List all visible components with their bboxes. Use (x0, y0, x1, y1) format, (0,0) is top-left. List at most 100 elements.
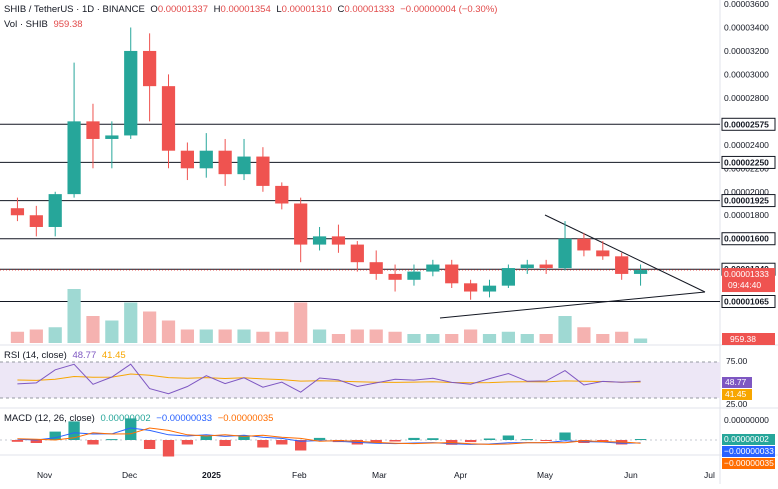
rsi-line (17, 363, 641, 395)
macd-histogram-bar (257, 440, 269, 448)
symbol-title: SHIB / TetherUS · 1D · BINANCE (4, 4, 145, 15)
macd-histogram-bar (87, 440, 99, 445)
ohlc-open: O0.00001337 (150, 4, 209, 15)
macd-legend-hist: 0.00000002 (100, 413, 151, 424)
macd-histogram-bar (427, 438, 439, 440)
candle-body (369, 262, 383, 274)
volume-bar (218, 329, 232, 343)
volume-bar (369, 329, 383, 343)
price-axis-layer: 0.00003600 0.00003400 0.00003200 0.00003000… (37, 0, 776, 480)
volume-bar (633, 338, 648, 343)
level-label-box (721, 194, 776, 208)
volume-bar (199, 329, 213, 343)
candle-body (275, 185, 289, 204)
price-tick-label: 0.00003400 (724, 22, 769, 32)
time-axis-label: May (537, 470, 554, 480)
time-axis-label: Mar (372, 470, 387, 480)
candle-body (29, 215, 43, 227)
macd-histogram-bar (540, 440, 552, 441)
volume-bar (596, 334, 610, 343)
volume-bar (350, 329, 364, 343)
candle-body (124, 50, 138, 136)
candle-body (615, 256, 629, 274)
candle-body (48, 194, 62, 227)
price-tick-label: 0.00003600 (724, 0, 769, 9)
candle-body (67, 121, 81, 195)
macd-histogram-bar (30, 440, 42, 443)
volume-bar (237, 329, 251, 343)
volume-bar (124, 302, 138, 343)
ohlc-low: L0.00001310 (276, 4, 332, 15)
rsi-ma-line (17, 373, 641, 384)
ohlc-close-value: 0.00001333 (344, 4, 395, 15)
rsi-badge-label: 48.77 (725, 377, 747, 387)
candle-body (426, 264, 440, 272)
price-tick-label: 0.00002400 (724, 140, 769, 150)
rsi-legend-name: RSI (14, close) (4, 350, 67, 361)
volume-bar (294, 302, 308, 343)
time-axis-label: Dec (122, 470, 138, 480)
volume-layer (10, 289, 648, 343)
rsi-band (0, 362, 720, 398)
level-label: 0.00001065 (724, 297, 769, 307)
price-tick-label: 0.00003000 (724, 69, 769, 79)
rsi-ma-badge (722, 389, 752, 400)
candle-body (501, 268, 515, 286)
volume-bar (180, 329, 194, 343)
volume-bar (143, 311, 157, 343)
candle-body (218, 150, 232, 175)
macd-histogram-bar (483, 438, 496, 440)
macd-histogram-bar (370, 440, 382, 443)
macd-histogram-bar (68, 421, 80, 440)
triangle-trendlines (439, 214, 706, 319)
macd-signal-badge-label: −0.00000035 (724, 458, 774, 468)
candle-body (237, 156, 251, 175)
candle-body (312, 236, 327, 245)
volume-bar (48, 327, 62, 343)
volume-value: 959.38 (53, 19, 83, 30)
rsi-badge (722, 377, 752, 388)
candles-layer (10, 27, 648, 300)
ascending-trendline (439, 291, 706, 319)
rsi-layer (0, 361, 720, 399)
candle-body (464, 283, 478, 292)
macd-badge (722, 446, 775, 457)
macd-histogram-bar (389, 440, 401, 442)
candle-body (633, 270, 648, 274)
price-tick-label: 0.00001800 (724, 210, 769, 220)
volume-badge (722, 333, 775, 345)
macd-histogram-bar (408, 437, 420, 440)
candle-body (180, 150, 194, 169)
macd-histogram-bar (106, 439, 118, 441)
current-price-badge (722, 268, 775, 293)
ohlc-change: −0.00000004 (−0.30%) (400, 4, 498, 15)
ohlc-open-value: 0.00001337 (157, 4, 209, 15)
candle-body (350, 244, 364, 263)
macd-legend-macd: −0.00000033 (156, 413, 213, 424)
macd-histogram-bar (143, 440, 156, 449)
rsi-tick-label: 25.00 (726, 399, 748, 409)
countdown-label: 09:44:40 (728, 280, 761, 290)
volume-badge-label: 959.38 (730, 334, 756, 344)
macd-line (17, 427, 641, 445)
candle-body (86, 121, 100, 139)
volume-label: Vol · SHIB (4, 19, 48, 30)
macd-histogram-bar (502, 435, 515, 440)
macd-histogram-bar (521, 439, 533, 441)
macd-signal-badge (722, 458, 775, 469)
candle-body (256, 156, 270, 186)
candle-body (199, 150, 213, 169)
volume-bar (445, 334, 459, 343)
macd-histogram-bar (125, 418, 137, 440)
candle-body (445, 264, 459, 284)
volume-bar (256, 331, 270, 343)
candle-body (407, 271, 421, 280)
candle-body (105, 135, 119, 139)
level-label: 0.00002575 (724, 119, 769, 129)
volume-bar (464, 329, 478, 343)
macd-histogram-bar (200, 435, 212, 440)
volume-header: Vol · SHIB 959.38 (4, 19, 86, 30)
